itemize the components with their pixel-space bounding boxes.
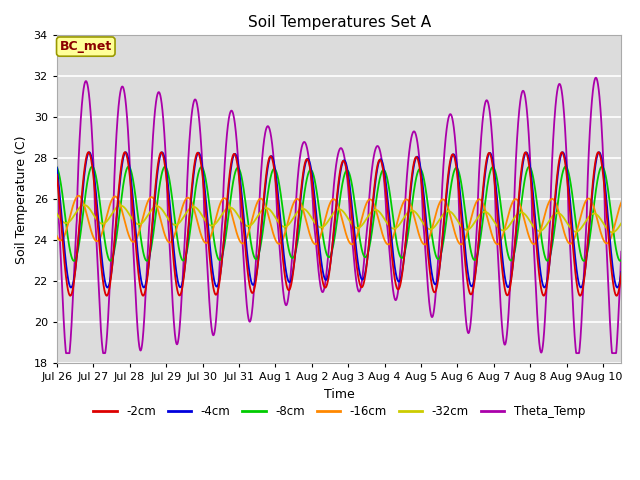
-8cm [70, 258, 78, 264]
-32cm [609, 229, 616, 235]
-4cm [117, 168, 125, 174]
Theta_Temp [53, 154, 61, 160]
-8cm [53, 165, 61, 170]
-32cm [53, 211, 61, 216]
-32cm [546, 217, 554, 223]
-8cm [270, 166, 278, 172]
-8cm [618, 257, 625, 263]
-4cm [269, 157, 277, 163]
-16cm [151, 198, 159, 204]
Theta_Temp [592, 75, 600, 81]
Line: -2cm: -2cm [57, 152, 621, 296]
-4cm [614, 285, 621, 290]
Theta_Temp [294, 172, 302, 178]
-4cm [607, 242, 614, 248]
-32cm [607, 229, 614, 235]
-16cm [607, 236, 614, 241]
-2cm [607, 256, 614, 262]
Line: -16cm: -16cm [57, 196, 621, 244]
-2cm [269, 161, 277, 167]
Title: Soil Temperatures Set A: Soil Temperatures Set A [248, 15, 431, 30]
-32cm [269, 212, 277, 217]
Theta_Temp [546, 226, 554, 231]
-32cm [80, 202, 88, 208]
-4cm [618, 269, 625, 275]
Line: -4cm: -4cm [57, 152, 621, 288]
-8cm [88, 164, 96, 169]
-8cm [546, 254, 554, 260]
-32cm [118, 203, 125, 208]
-8cm [607, 206, 614, 212]
-16cm [269, 231, 277, 237]
-2cm [294, 223, 301, 228]
-16cm [294, 196, 302, 202]
Theta_Temp [607, 330, 614, 336]
-2cm [545, 261, 553, 267]
-16cm [118, 206, 125, 212]
-2cm [612, 293, 620, 299]
-8cm [151, 217, 159, 223]
Line: -32cm: -32cm [57, 205, 621, 232]
Theta_Temp [618, 249, 625, 254]
Text: BC_met: BC_met [60, 40, 112, 53]
-4cm [545, 262, 553, 267]
-2cm [618, 270, 625, 276]
Y-axis label: Soil Temperature (C): Soil Temperature (C) [15, 135, 28, 264]
-8cm [118, 194, 125, 200]
Theta_Temp [62, 350, 70, 356]
-2cm [151, 192, 159, 197]
Theta_Temp [151, 109, 159, 115]
Legend: -2cm, -4cm, -8cm, -16cm, -32cm, Theta_Temp: -2cm, -4cm, -8cm, -16cm, -32cm, Theta_Te… [88, 401, 590, 423]
-4cm [294, 227, 301, 232]
Theta_Temp [269, 154, 277, 159]
-16cm [618, 200, 625, 205]
-16cm [53, 233, 61, 239]
-2cm [595, 149, 602, 155]
X-axis label: Time: Time [324, 388, 355, 401]
-2cm [117, 164, 125, 169]
Line: -8cm: -8cm [57, 167, 621, 261]
-32cm [151, 204, 159, 210]
-16cm [420, 241, 428, 247]
-4cm [595, 149, 603, 155]
-16cm [546, 198, 554, 204]
-8cm [294, 236, 302, 241]
-4cm [53, 165, 61, 170]
Line: Theta_Temp: Theta_Temp [57, 78, 621, 353]
-32cm [294, 208, 302, 214]
Theta_Temp [118, 85, 125, 91]
-16cm [75, 193, 83, 199]
-2cm [53, 172, 61, 178]
-4cm [151, 197, 159, 203]
-32cm [618, 220, 625, 226]
